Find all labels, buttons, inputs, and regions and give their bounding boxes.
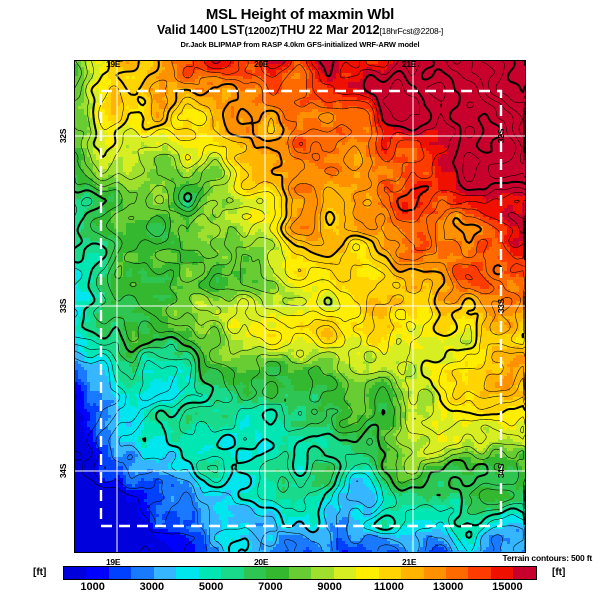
forecast-tag: [18hrFcst@2208-] — [379, 26, 444, 36]
colorbar-tick-15000: 15000 — [492, 581, 523, 593]
valid-time-zulu: (1200Z) — [244, 26, 280, 37]
colorbar-unit-right: [ft] — [552, 567, 566, 578]
inner-domain-boundary-box — [99, 89, 503, 528]
colorbar-swatch-5 — [176, 567, 199, 579]
lon-tick-top-2: 21E — [402, 59, 417, 69]
lat-tick-left-2: 34S — [58, 463, 69, 479]
colorbar-swatch-2 — [108, 567, 132, 579]
colorbar-tick-9000: 9000 — [317, 581, 342, 593]
colorbar-swatch-16 — [423, 567, 446, 579]
colorbar-swatch-15 — [401, 567, 424, 579]
valid-time-prefix: Valid 1400 LST — [157, 23, 245, 37]
colorbar-swatch-13 — [356, 567, 379, 579]
colorbar-swatch-3 — [131, 567, 154, 579]
colorbar-swatch-11 — [311, 567, 334, 579]
colorbar-swatch-12 — [333, 567, 357, 579]
lon-tick-bottom-1: 20E — [254, 557, 269, 567]
colorbar-swatch-0 — [64, 567, 87, 579]
colorbar-tick-labels: 1000 3000 5000 7000 9000 11000 13000 15000 — [63, 581, 537, 595]
lat-tick-left-0: 32S — [58, 128, 69, 144]
colorbar-swatch-19 — [490, 567, 514, 579]
map-overlay-lines — [75, 61, 525, 552]
lon-tick-top-1: 20E — [254, 59, 269, 69]
colorbar-tick-5000: 5000 — [198, 581, 224, 593]
colorbar-swatch-1 — [86, 567, 109, 579]
lat-tick-right-0: 32S — [496, 128, 507, 144]
colorbar-unit-left: [ft] — [33, 567, 47, 578]
colorbar-swatch-4 — [153, 567, 177, 579]
lat-lon-graticule — [75, 61, 525, 552]
colorbar-tick-7000: 7000 — [258, 581, 283, 593]
colorbar-swatches — [63, 566, 537, 580]
colorbar-legend: [ft] [ft] 1000 3000 5000 7000 9000 11000 13000… — [0, 566, 600, 596]
lat-tick-right-1: 33S — [496, 298, 507, 314]
colorbar-tick-1000: 1000 — [80, 581, 105, 593]
page-title: MSL Height of maxmin Wbl — [205, 6, 395, 23]
coastline-and-border-lines — [75, 61, 525, 552]
colorbar-swatch-6 — [198, 567, 222, 579]
lat-tick-right-2: 34S — [496, 463, 507, 479]
colorbar-swatch-7 — [221, 567, 244, 579]
colorbar-swatch-8 — [243, 567, 267, 579]
colorbar-tick-13000: 13000 — [432, 581, 464, 593]
colorbar-tick-11000: 11000 — [373, 581, 404, 593]
valid-date: THU 22 Mar 2012 — [279, 23, 380, 37]
colorbar-tick-3000: 3000 — [139, 581, 165, 593]
model-credit: Dr.Jack BLIPMAP from RASP 4.0km GFS-init… — [180, 40, 420, 49]
colorbar-swatch-10 — [288, 567, 312, 579]
valid-time-line: Valid 1400 LST(1200Z)THU 22 Mar 2012[18h… — [0, 23, 600, 39]
map-plot-area — [74, 60, 526, 553]
title-block: MSL Height of maxmin Wbl Valid 1400 LST(… — [0, 6, 600, 50]
lon-tick-bottom-2: 21E — [402, 557, 417, 567]
colorbar-swatch-17 — [445, 567, 469, 579]
lat-tick-left-1: 33S — [58, 298, 69, 314]
terrain-contour-note: Terrain contours: 500 ft — [502, 553, 592, 563]
colorbar-swatch-14 — [378, 567, 402, 579]
colorbar-swatch-9 — [266, 567, 289, 579]
colorbar-swatch-18 — [468, 567, 491, 579]
lon-tick-bottom-0: 19E — [106, 557, 121, 567]
lon-tick-top-0: 19E — [106, 59, 121, 69]
colorbar-swatch-20 — [513, 567, 536, 579]
